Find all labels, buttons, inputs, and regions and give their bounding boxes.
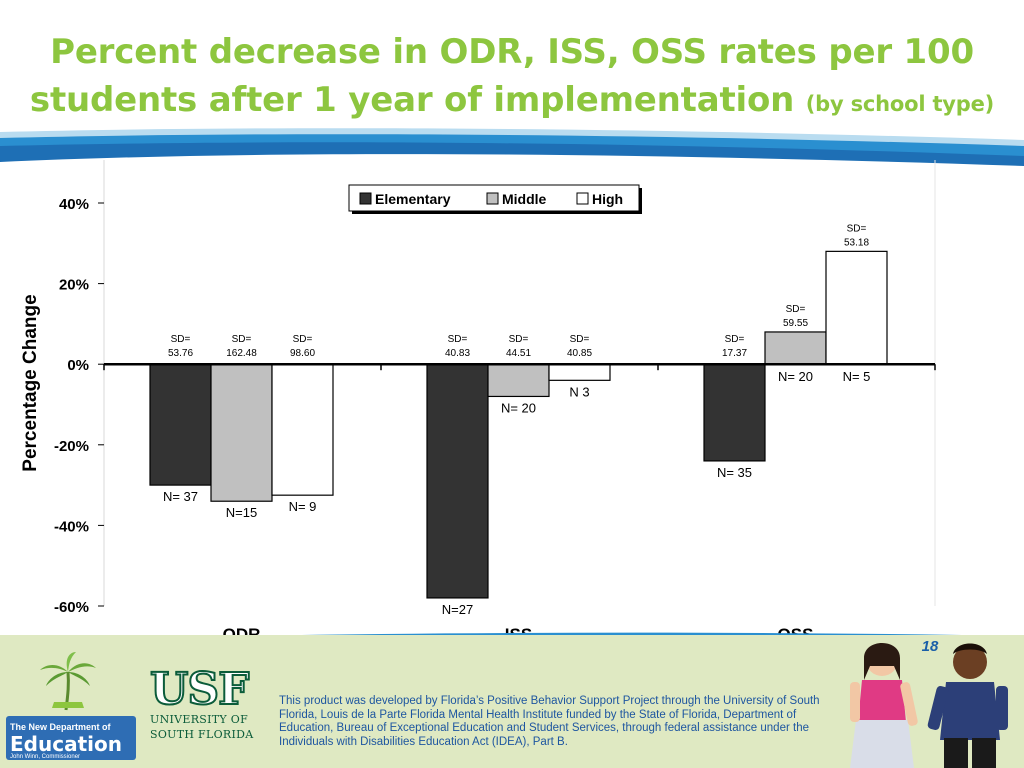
- n-label: N= 9: [289, 499, 317, 514]
- bars: [149, 250, 888, 599]
- slide-title-main: Percent decrease in ODR, ISS, OSS rates …: [29, 32, 974, 120]
- sd-label: SD=: [232, 334, 252, 345]
- usf-line1: UNIVERSITY OF: [150, 713, 249, 726]
- n-label: N= 37: [163, 489, 198, 504]
- legend: Elementary Middle High: [348, 184, 642, 214]
- footer-disclaimer: This product was developed by Florida’s …: [279, 695, 820, 748]
- usf-line2: SOUTH FLORIDA: [150, 728, 254, 741]
- sd-value: 40.83: [445, 348, 470, 359]
- bar-chart: 40% 20% 0% -20% -40% -60% SD= 53.76 N= 37 SD= 162…: [20, 160, 936, 640]
- legend-label-middle: Middle: [502, 191, 547, 207]
- bar-elementary: [703, 363, 766, 462]
- y-tick-label: 40%: [59, 196, 89, 213]
- doe-commissioner-text: John Winn, Commissioner: [10, 754, 81, 760]
- n-label: N= 20: [778, 369, 813, 384]
- usf-mark: USF: [149, 664, 250, 715]
- sd-value: 40.85: [567, 348, 592, 359]
- y-axis-label: Percentage Change: [20, 294, 41, 471]
- doe-dept-text: The New Department of: [10, 722, 111, 732]
- bar-labels: SD= 53.76 N= 37 SD= 162.48 N=15 SD= 98.60 N= 9 SD…: [163, 223, 870, 617]
- plot-frame: [103, 160, 936, 606]
- doe-logo: The New Department of Education John Win…: [6, 650, 136, 760]
- sd-label: SD=: [847, 223, 867, 234]
- sd-value: 98.60: [290, 348, 315, 359]
- n-label: N=15: [226, 505, 257, 520]
- bar-middle: [210, 363, 273, 502]
- sd-value: 59.55: [783, 318, 808, 329]
- y-tick-label: 20%: [59, 277, 89, 294]
- legend-swatch-middle: [486, 192, 499, 205]
- sd-label: SD=: [293, 334, 313, 345]
- page-number: 18: [921, 638, 939, 655]
- n-label: N 3: [569, 384, 589, 399]
- sd-label: SD=: [448, 334, 468, 345]
- legend-label-elementary: Elementary: [375, 191, 451, 207]
- y-tick-label: -40%: [54, 518, 89, 535]
- y-tick-label: 0%: [67, 357, 89, 374]
- y-axis: 40% 20% 0% -20% -40% -60%: [54, 196, 936, 616]
- sd-label: SD=: [570, 334, 590, 345]
- header-swoosh: [0, 128, 1024, 166]
- y-tick-label: -20%: [54, 438, 89, 455]
- n-label: N= 35: [717, 465, 752, 480]
- n-label: N= 20: [501, 400, 536, 415]
- bar-high: [548, 363, 611, 381]
- sd-label: SD=: [509, 334, 529, 345]
- n-label: N= 5: [843, 369, 871, 384]
- legend-swatch-high: [576, 192, 589, 205]
- legend-label-high: High: [592, 191, 623, 207]
- usf-logo: USF UNIVERSITY OF SOUTH FLORIDA: [149, 664, 254, 752]
- palm-tree-icon: [40, 652, 96, 711]
- sd-value: 53.76: [168, 348, 193, 359]
- sd-value: 44.51: [506, 348, 531, 359]
- bar-high: [271, 363, 334, 496]
- bar-high: [825, 250, 888, 365]
- slide-title: Percent decrease in ODR, ISS, OSS rates …: [0, 28, 1024, 128]
- doe-education-text: Education: [10, 732, 122, 756]
- slide-title-sub: (by school type): [805, 92, 995, 116]
- doe-logo-bg: [6, 716, 136, 760]
- sd-value: 17.37: [722, 348, 747, 359]
- sd-label: SD=: [171, 334, 191, 345]
- bar-middle: [487, 363, 550, 398]
- bar-elementary: [426, 363, 489, 599]
- y-tick-label: -60%: [54, 599, 89, 616]
- sd-label: SD=: [786, 304, 806, 315]
- legend-swatch-elementary: [359, 192, 372, 205]
- bar-middle: [764, 331, 827, 365]
- sd-label: SD=: [725, 334, 745, 345]
- bar-elementary: [149, 363, 212, 486]
- children-illustration: [850, 643, 1008, 768]
- sd-value: 162.48: [226, 348, 257, 359]
- sd-value: 53.18: [844, 237, 869, 248]
- n-label: N=27: [442, 602, 473, 617]
